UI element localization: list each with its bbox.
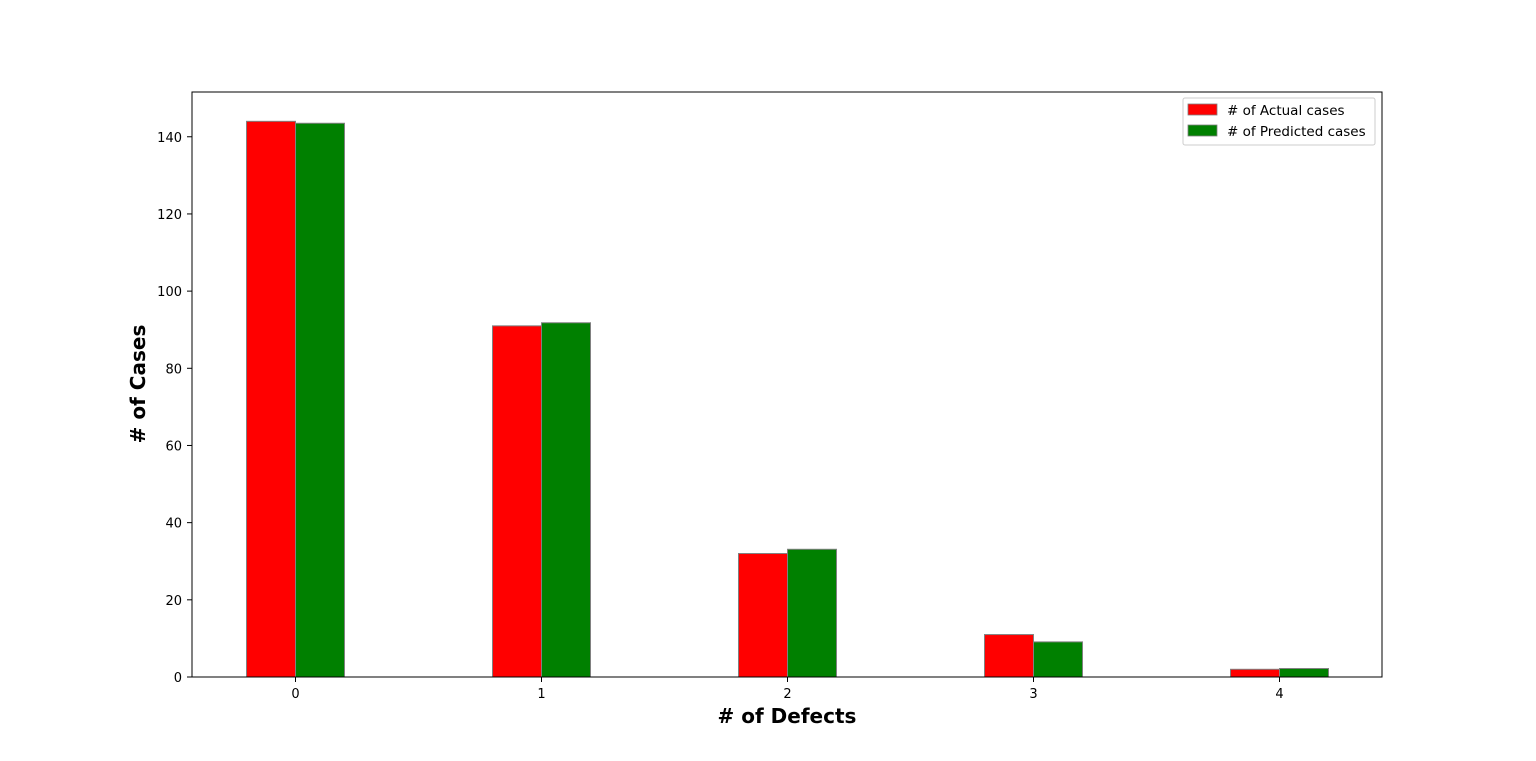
legend-swatch-predicted (1187, 124, 1218, 137)
x-axis-ticks: 0 1 2 3 4 (291, 677, 1284, 702)
legend-label-actual: # of Actual cases (1227, 103, 1345, 119)
y-tick-label: 0 (174, 671, 182, 686)
bar-actual-3 (984, 634, 1034, 678)
x-axis-label: # of Defects (718, 704, 857, 728)
bar-predicted-0 (295, 122, 345, 678)
bar-predicted-3 (1033, 641, 1083, 678)
bar-actual-4 (1230, 668, 1280, 678)
y-axis-label: # of Cases (126, 325, 150, 444)
bar-actual-2 (738, 553, 788, 678)
x-tick-label: 0 (291, 687, 299, 702)
legend: # of Actual cases # of Predicted cases (1182, 97, 1376, 146)
y-tick-label: 40 (165, 517, 182, 532)
y-tick-label: 80 (165, 362, 182, 377)
y-tick-label: 20 (165, 594, 182, 609)
bar-predicted-1 (541, 322, 591, 678)
y-tick-label: 140 (157, 131, 182, 146)
legend-box (1182, 97, 1376, 146)
y-tick-label: 100 (157, 285, 182, 300)
bar-predicted-2 (787, 548, 837, 678)
legend-swatch-actual (1187, 103, 1218, 116)
x-tick-label: 4 (1275, 687, 1283, 702)
x-tick-label: 3 (1029, 687, 1037, 702)
bar-actual-0 (246, 120, 296, 678)
x-tick-label: 2 (783, 687, 791, 702)
legend-label-predicted: # of Predicted cases (1227, 124, 1366, 140)
bars-group (246, 120, 1329, 678)
bar-predicted-4 (1279, 668, 1329, 678)
x-tick-label: 1 (537, 687, 545, 702)
y-axis-ticks: 0 20 40 60 80 100 120 140 (157, 131, 192, 686)
y-tick-label: 120 (157, 208, 182, 223)
bar-actual-1 (492, 325, 542, 678)
y-tick-label: 60 (165, 439, 182, 454)
